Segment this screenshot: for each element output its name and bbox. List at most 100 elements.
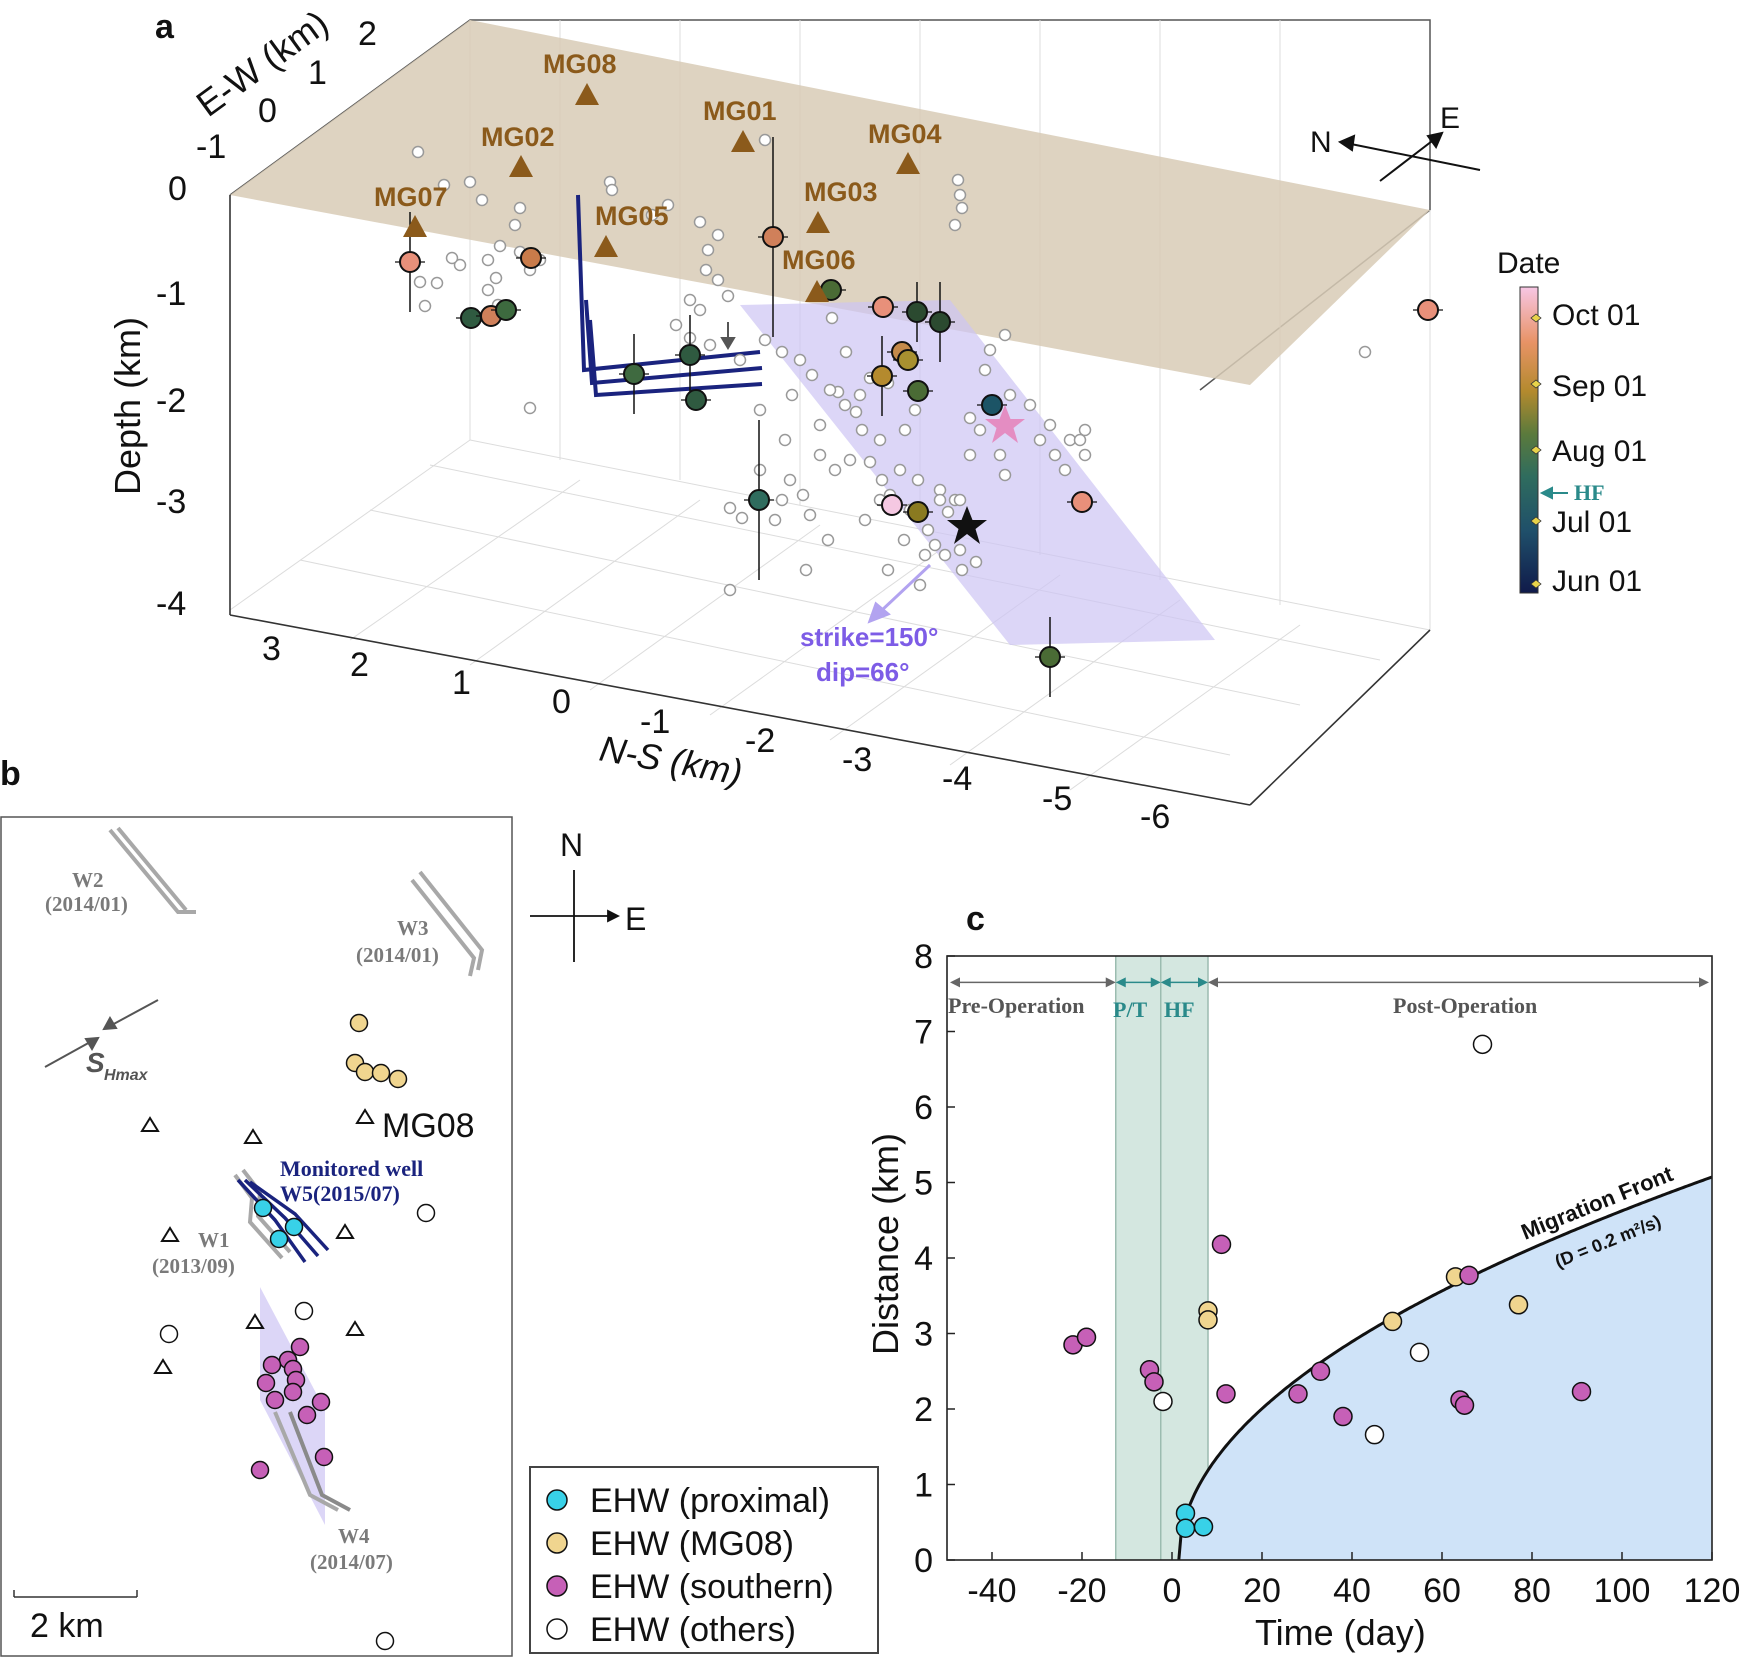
background-event — [849, 405, 863, 419]
background-event — [881, 563, 895, 577]
depth-axis: 0 -1 -2 -3 -4 Depth (km) — [107, 170, 187, 623]
phase-hf-label: HF — [1164, 997, 1195, 1022]
point-southern — [1333, 1406, 1353, 1427]
point-southern — [1288, 1384, 1308, 1404]
background-event — [723, 583, 737, 597]
ew-tick: 0 — [258, 92, 277, 130]
phase-arrow-head — [1198, 977, 1208, 988]
well-label-name: W3 — [397, 916, 429, 940]
y-tick-label: 0 — [914, 1542, 933, 1580]
station-triangle-icon — [806, 211, 830, 233]
background-event — [493, 239, 507, 253]
background-event — [973, 423, 987, 437]
x-tick-label: 120 — [1684, 1572, 1741, 1610]
point-southern — [1216, 1384, 1236, 1404]
background-event — [998, 468, 1012, 482]
map-event-southern — [311, 1392, 331, 1412]
background-event — [693, 303, 707, 317]
panel-a-letter: a — [155, 8, 175, 46]
background-event — [875, 473, 889, 487]
map-compass-n: N — [560, 827, 583, 863]
background-event — [933, 493, 947, 507]
depth-tick: -3 — [156, 483, 186, 521]
map-event-others — [416, 1203, 436, 1223]
x-tick-label: 0 — [1163, 1572, 1182, 1610]
background-event — [863, 455, 877, 469]
map-event-southern — [256, 1373, 276, 1393]
background-event — [897, 533, 911, 547]
shmax-label: S — [86, 1047, 105, 1078]
background-event — [938, 548, 952, 562]
well-w5-3d — [576, 194, 763, 398]
background-event — [711, 228, 725, 242]
background-event — [998, 328, 1012, 342]
migration-region — [1178, 1177, 1712, 1560]
map-compass — [530, 870, 621, 962]
background-event — [723, 501, 737, 515]
station-triangle-icon — [509, 155, 533, 177]
station-label: MG01 — [703, 96, 777, 126]
x-tick-label: 60 — [1423, 1572, 1461, 1610]
background-event — [721, 289, 735, 303]
scale-bar — [13, 1590, 138, 1598]
station-label: MG08 — [543, 49, 617, 79]
map-event-mg08 — [371, 1063, 391, 1083]
colorbar-tick-label: Jun 01 — [1552, 565, 1642, 598]
station-triangle-icon — [594, 235, 618, 257]
background-event — [481, 283, 495, 297]
point-southern — [1459, 1265, 1479, 1286]
y-tick-label: 4 — [914, 1240, 933, 1278]
well-label-name: W4 — [338, 1524, 370, 1548]
phase-arrow-head — [1115, 977, 1126, 988]
legend-label: EHW (southern) — [590, 1568, 834, 1606]
dated-event — [460, 307, 482, 329]
y-tick-label: 7 — [914, 1014, 933, 1052]
dated-event — [906, 301, 928, 323]
point-mg08 — [1382, 1311, 1403, 1332]
background-event — [445, 251, 459, 265]
ns-tick: -5 — [1042, 780, 1072, 818]
background-event — [775, 345, 789, 359]
background-event — [645, 208, 659, 222]
background-event — [523, 401, 537, 415]
dated-event — [907, 380, 929, 402]
dated-event — [685, 389, 707, 411]
ns-tick: 0 — [552, 683, 571, 721]
background-event — [805, 368, 819, 382]
background-event — [753, 463, 767, 477]
panel-b-map: b W2 (2014/01) W3 (2014/01) W1 (2013/09)… — [0, 755, 879, 1657]
background-event — [823, 383, 837, 397]
x-tick-label: -20 — [1057, 1572, 1106, 1610]
background-event — [513, 201, 527, 215]
background-event — [783, 473, 797, 487]
background-event — [908, 403, 922, 417]
dip-label: dip=66° — [816, 657, 910, 687]
ns-tick: -1 — [640, 703, 670, 741]
well-label-date: (2014/07) — [310, 1550, 393, 1574]
background-events — [411, 133, 1372, 597]
background-event — [983, 343, 997, 357]
well-label-name: W2 — [72, 868, 104, 892]
dated-event — [748, 489, 770, 511]
dated-event — [1417, 299, 1439, 321]
dated-events — [395, 137, 1443, 697]
background-event — [1033, 433, 1047, 447]
monitored-well-name: W5(2015/07) — [280, 1181, 400, 1206]
map-event-mg08 — [355, 1062, 375, 1082]
background-event — [753, 403, 767, 417]
background-event — [838, 398, 852, 412]
point-southern — [1310, 1361, 1331, 1381]
mainshock-star — [947, 506, 987, 544]
depth-tick: -2 — [156, 382, 186, 420]
point-southern — [1571, 1381, 1592, 1402]
ns-tick: -2 — [745, 722, 775, 760]
station-label: MG02 — [481, 122, 555, 152]
dated-event — [872, 296, 894, 318]
strike-pointer — [867, 563, 932, 624]
y-tick-label: 5 — [914, 1165, 933, 1203]
legend-marker — [546, 1532, 568, 1554]
background-event — [825, 311, 839, 325]
station-triangle-icon — [805, 280, 829, 302]
ew-tick: 1 — [308, 54, 327, 92]
background-event — [1073, 433, 1087, 447]
